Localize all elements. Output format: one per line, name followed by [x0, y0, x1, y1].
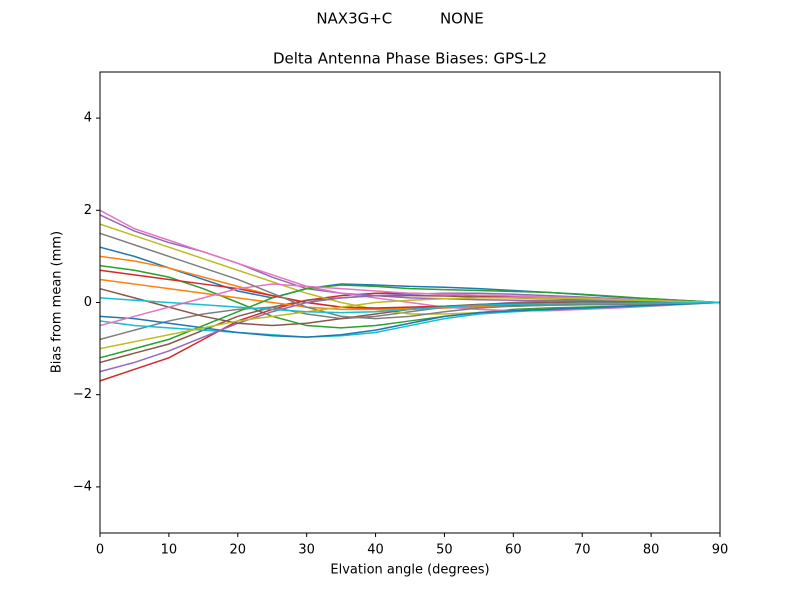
x-tick-label: 10 — [161, 543, 178, 558]
suptitle: NAX3G+C NONE — [316, 10, 483, 28]
y-tick-label: 0 — [84, 295, 92, 310]
series-line — [99, 232, 721, 320]
y-axis-label: Bias from mean (mm) — [50, 231, 65, 373]
plot-frame — [99, 71, 721, 534]
x-tick-label: 70 — [574, 543, 591, 558]
series-line — [99, 297, 721, 350]
y-tick-label: 4 — [84, 111, 92, 126]
y-tick-label: 2 — [84, 203, 92, 218]
x-tick-label: 80 — [643, 543, 660, 558]
x-tick-label: 50 — [436, 543, 453, 558]
y-tick-label: −2 — [73, 387, 92, 402]
x-tick-label: 30 — [298, 543, 315, 558]
series-line — [99, 297, 721, 314]
x-tick-label: 0 — [96, 543, 104, 558]
series-line — [99, 299, 721, 341]
y-tick-label: −4 — [73, 479, 92, 494]
x-axis-label: Elvation angle (degrees) — [330, 563, 489, 578]
x-tick-label: 90 — [712, 543, 729, 558]
chart-title: Delta Antenna Phase Biases: GPS-L2 — [273, 50, 547, 68]
x-tick-label: 40 — [367, 543, 384, 558]
x-tick-label: 20 — [230, 543, 247, 558]
x-tick-label: 60 — [505, 543, 522, 558]
series-line — [99, 284, 721, 359]
series-line — [99, 209, 721, 312]
